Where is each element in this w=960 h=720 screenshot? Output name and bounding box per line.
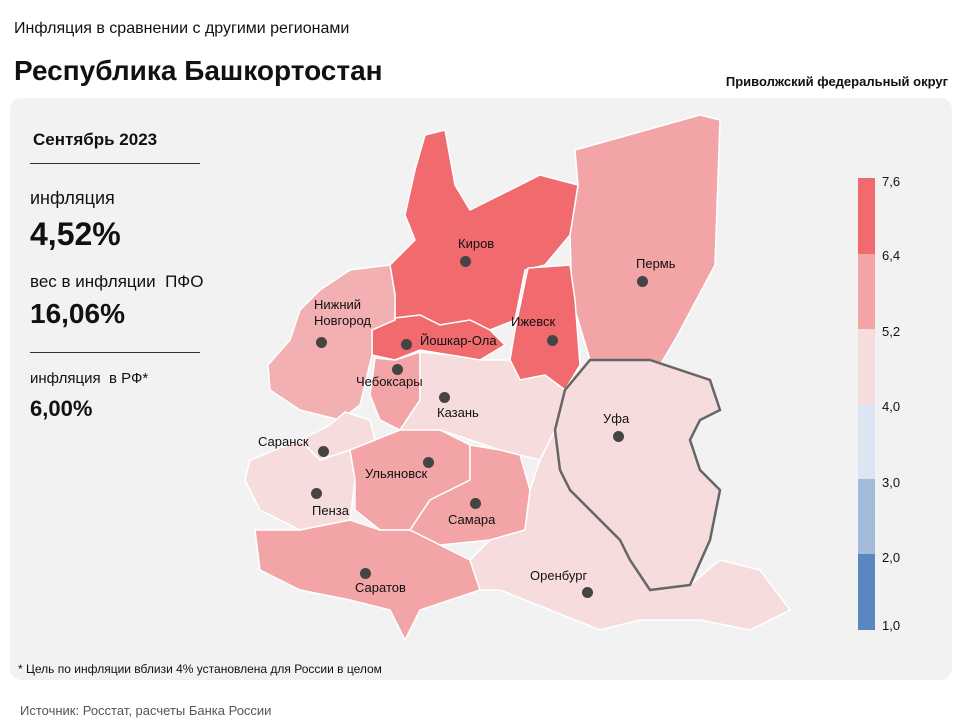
city-label: Уфа — [603, 411, 630, 426]
rf-label: инфляция в РФ* — [30, 370, 149, 387]
city-label: Киров — [458, 236, 495, 251]
footnote: * Цель по инфляции вблизи 4% установлена… — [18, 662, 382, 676]
city-dot — [360, 568, 371, 579]
weight-value: 16,06% — [30, 298, 125, 329]
legend-tick-label: 4,0 — [882, 399, 901, 414]
source: Источник: Росстат, расчеты Банка России — [20, 703, 272, 718]
divider — [30, 163, 200, 164]
city-dot — [637, 276, 648, 287]
legend-tick-label: 3,0 — [882, 475, 901, 490]
city-dot — [318, 446, 329, 457]
city-label: Ижевск — [511, 314, 556, 329]
city-dot — [311, 488, 322, 499]
city-label: Саратов — [355, 580, 406, 595]
city-dot — [316, 337, 327, 348]
divider — [30, 352, 200, 353]
city-dot — [423, 457, 434, 468]
city-dot — [439, 392, 450, 403]
city-label: Нижний Новгород — [314, 297, 371, 328]
district: Приволжский федеральный округ — [725, 74, 948, 89]
city-dot — [392, 364, 403, 375]
city-label: Самара — [448, 512, 496, 527]
inflation-label: инфляция — [30, 188, 115, 208]
city-label: Йошкар-Ола — [420, 333, 497, 348]
city-label: Оренбург — [530, 568, 588, 583]
city-label: Саранск — [258, 434, 309, 449]
city-label: Чебоксары — [356, 374, 423, 389]
inflation-value: 4,52% — [30, 216, 121, 252]
city-label: Ульяновск — [365, 466, 428, 481]
legend-tick-label: 2,0 — [882, 550, 901, 565]
city-label: Пермь — [636, 256, 676, 271]
subtitle: Инфляция в сравнении с другими регионами — [14, 20, 350, 37]
legend-tick-label: 6,4 — [882, 248, 901, 263]
city-dot — [470, 498, 481, 509]
legend-tick-label: 7,6 — [882, 174, 901, 189]
city-dot — [582, 587, 593, 598]
rf-value: 6,00% — [30, 396, 93, 421]
city-dot — [547, 335, 558, 346]
city-label: Пенза — [312, 503, 349, 518]
title: Республика Башкортостан — [14, 55, 383, 86]
legend-tick-label: 5,2 — [882, 324, 901, 339]
city-label: Казань — [437, 405, 479, 420]
weight-label: вес в инфляции ПФО — [30, 272, 204, 291]
period: Сентябрь 2023 — [33, 130, 158, 149]
legend-tick-label: 1,0 — [882, 618, 901, 633]
city-dot — [460, 256, 471, 267]
city-dot — [613, 431, 624, 442]
city-dot — [401, 339, 412, 350]
